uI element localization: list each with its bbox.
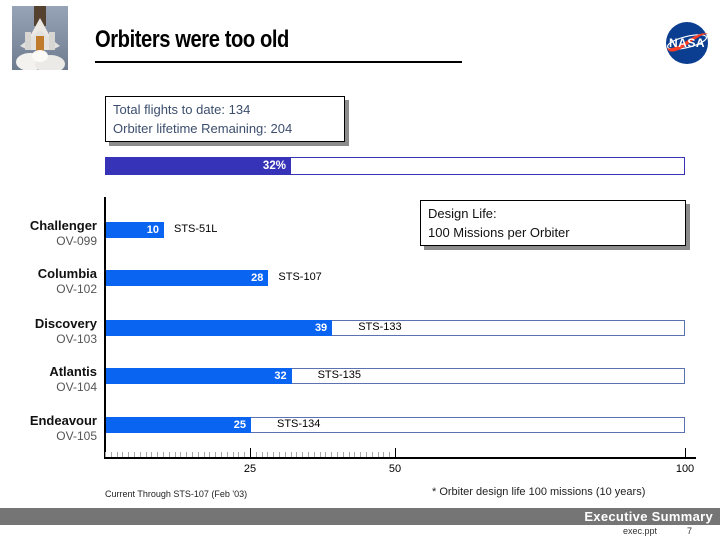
page-title: Orbiters were too old [95,26,289,53]
orbiter-ov-number: OV-104 [56,380,97,394]
bar-track: 28 STS-107 [106,270,686,286]
flights-bar: 39 [106,320,333,336]
last-mission-label: STS-135 [317,369,362,381]
flights-value: 25 [233,419,246,431]
title-underline [95,61,462,63]
orbiter-ov-number: OV-105 [56,429,97,443]
lifetime-used-percent-label: 32% [262,160,286,172]
row-label: Columbia OV-102 [0,266,97,297]
flights-bar: 32 [106,368,292,384]
orbiter-ov-number: OV-103 [56,332,97,346]
flights-value: 32 [274,370,287,382]
x-tick-label: 100 [675,463,695,475]
footnote-design-life: * Orbiter design life 100 missions (10 y… [432,486,646,498]
lifetime-used-fill: 32% [106,158,291,174]
last-mission-label: STS-133 [358,321,402,333]
stats-line-flights: Total flights to date: 134 [113,102,251,117]
flights-bar: 25 [106,417,251,433]
design-life-callout-box: Design Life: 100 Missions per Orbiter [420,200,686,246]
lifetime-used-bar: 32% [105,157,685,175]
flights-value: 39 [314,322,328,334]
svg-text:NASA: NASA [669,36,705,50]
stats-line-remaining: Orbiter lifetime Remaining: 204 [113,121,293,136]
orbiter-name: Columbia [37,266,97,281]
orbiter-ov-number: OV-102 [56,282,97,296]
bar-track: 32 STS-135 [106,368,686,384]
design-life-line-2: 100 Missions per Orbiter [428,225,570,240]
orbiter-name: Discovery [34,316,97,331]
nasa-logo-icon: NASA [663,19,711,67]
x-axis-line [104,457,696,459]
footer-meta: exec.ppt 7 [0,526,720,540]
row-label: Atlantis OV-104 [0,364,97,395]
orbiter-name: Challenger [29,218,97,233]
shuttle-launch-photo-icon [12,6,68,73]
bar-track: 25 STS-134 [106,417,686,433]
flights-value: 28 [251,272,264,284]
x-tick-label: 50 [388,463,402,475]
footer-section-bar: Executive Summary [0,508,720,525]
row-label: Challenger OV-099 [0,218,97,249]
footer-section-label: Executive Summary [584,509,713,524]
y-axis-line [104,197,106,459]
orbiter-row-discovery: Discovery OV-103 39 STS-133 [0,316,720,360]
last-mission-label: STS-51L [174,223,218,235]
orbiter-name: Endeavour [29,413,97,428]
last-mission-label: STS-107 [278,271,322,283]
footer-filename: exec.ppt [622,526,657,536]
stats-callout-box: Total flights to date: 134 Orbiter lifet… [105,96,345,142]
x-axis-ticks [105,448,686,457]
row-label: Discovery OV-103 [0,316,97,347]
last-mission-label: STS-134 [277,418,321,430]
bar-track: 10 STS-51L [106,222,686,238]
flights-value: 10 [146,224,159,236]
orbiter-row-endeavour: Endeavour OV-105 25 STS-134 [0,413,720,457]
orbiter-row-atlantis: Atlantis OV-104 32 STS-135 [0,364,720,408]
orbiter-row-challenger: Challenger OV-099 10 STS-51L [0,218,720,262]
bar-track: 39 STS-133 [106,320,686,336]
x-axis-tick-labels: 25 50 100 [105,463,694,477]
orbiter-name: Atlantis [49,364,97,379]
orbiter-ov-number: OV-099 [56,234,97,248]
flights-bar: 10 [106,222,164,238]
design-life-line-1: Design Life: [428,206,497,221]
flights-bar: 28 [106,270,269,286]
orbiter-row-columbia: Columbia OV-102 28 STS-107 [0,266,720,310]
x-tick-label: 25 [243,463,257,475]
row-label: Endeavour OV-105 [0,413,97,444]
footnote-current-through: Current Through STS-107 (Feb '03) [105,489,248,499]
footer-page-number: 7 [686,526,692,536]
